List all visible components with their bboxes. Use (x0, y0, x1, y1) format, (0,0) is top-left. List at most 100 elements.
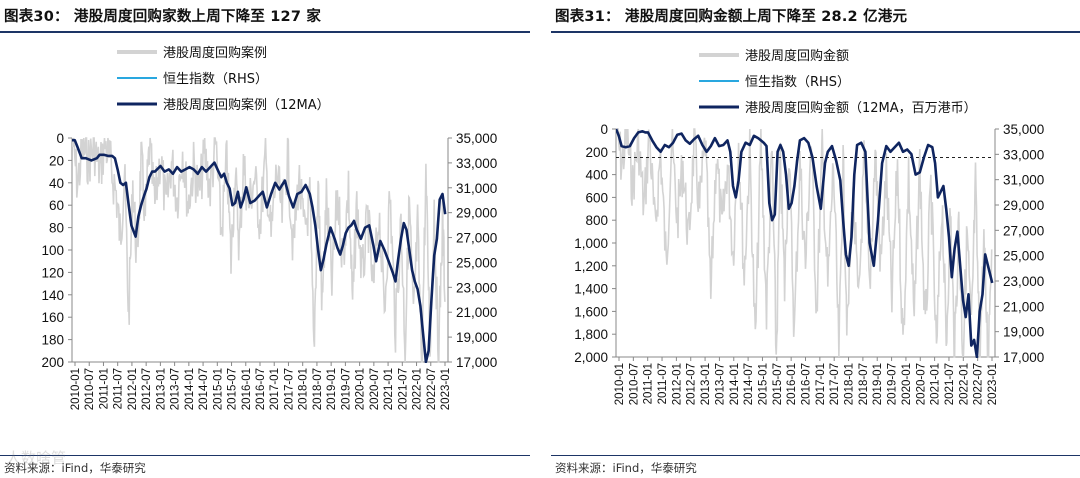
y-tick-label: 19,000 (456, 330, 497, 345)
x-tick-label: 2011-01 (643, 363, 655, 404)
title-rule (0, 31, 530, 33)
x-tick-label: 2018-07 (312, 368, 324, 410)
source-note: 资料来源：iFind，华泰研究 (4, 461, 146, 475)
source-rule (551, 455, 1080, 456)
weekly-series-line (72, 137, 446, 363)
y-tick-label: 33,000 (456, 156, 497, 171)
y-tick-label: 33,000 (1003, 147, 1044, 162)
y-tick-label: 20 (49, 153, 64, 168)
y-tick-label: 1,800 (574, 327, 608, 342)
watermark: 人数啥管 (6, 449, 67, 467)
x-tick-label: 2017-01 (269, 368, 281, 410)
x-tick-label: 2023-01 (987, 363, 999, 405)
x-tick-label: 2011-01 (98, 368, 110, 409)
x-tick-label: 2016-01 (786, 363, 798, 405)
x-tick-label: 2012-07 (141, 368, 153, 410)
x-tick-label: 2014-07 (743, 363, 755, 405)
y-tick-label: 100 (41, 243, 64, 258)
y-axis-left: 0 20 40 60 80 100 120 140 160 180 200 (41, 131, 72, 370)
x-tick-label: 2016-01 (241, 368, 253, 410)
x-tick-label: 2013-07 (170, 368, 182, 410)
legend-label: 港股周度回购案例 (163, 45, 267, 61)
y-tick-label: 23,000 (456, 280, 497, 295)
x-tick-label: 2022-07 (426, 368, 438, 410)
x-tick-label: 2022-07 (973, 363, 985, 405)
chart-title: 图表31： 港股周度回购金额上周下降至 28.2 亿港元 (555, 9, 908, 25)
x-tick-label: 2010-07 (628, 363, 640, 405)
x-tick-label: 2013-07 (714, 363, 726, 405)
title-rule (551, 31, 1080, 33)
y-tick-label: 35,000 (456, 131, 497, 146)
x-tick-label: 2012-01 (671, 363, 683, 405)
y-tick-label: 1,000 (574, 236, 608, 251)
x-tick-label: 2013-01 (155, 368, 167, 410)
x-tick-label: 2017-01 (815, 363, 827, 405)
y-tick-label: 80 (49, 221, 64, 236)
x-tick-label: 2021-07 (397, 368, 409, 410)
x-tick-label: 2012-07 (686, 363, 698, 405)
x-tick-label: 2016-07 (801, 363, 813, 405)
y-axis-right: 35,000 33,000 31,000 29,000 27,000 25,000 23,0… (448, 131, 497, 370)
y-tick-label: 35,000 (1003, 122, 1044, 137)
x-tick-label: 2013-01 (700, 363, 712, 405)
y-tick-label: 140 (41, 288, 64, 303)
y-tick-label: 0 (56, 131, 64, 146)
y-tick-label: 800 (585, 213, 608, 228)
x-tick-label: 2022-01 (412, 368, 424, 410)
x-tick-label: 2020-01 (355, 368, 367, 410)
legend-label: 港股周度回购金额 (745, 48, 849, 64)
y-tick-label: 1,400 (574, 282, 608, 297)
x-tick-label: 2019-01 (872, 363, 884, 405)
y-tick-label: 27,000 (1003, 223, 1044, 238)
source-rule (0, 455, 530, 456)
y-tick-label: 31,000 (456, 181, 497, 196)
x-axis: 2010-01 2010-07 2011-01 2011-07 2012-01 2012-… (614, 357, 999, 405)
y-tick-label: 23,000 (1003, 274, 1044, 289)
x-tick-label: 2019-07 (887, 363, 899, 405)
y-tick-label: 17,000 (456, 355, 497, 370)
y-tick-label: 120 (41, 265, 64, 280)
y-tick-label: 40 (49, 176, 64, 191)
y-tick-label: 160 (41, 310, 64, 325)
chart-panel-right: 图表31： 港股周度回购金额上周下降至 28.2 亿港元 港股周度回购金额 恒生指… (551, 0, 1080, 478)
y-tick-label: 25,000 (1003, 249, 1044, 264)
y-tick-label: 31,000 (1003, 173, 1044, 188)
x-tick-label: 2021-07 (944, 363, 956, 405)
x-tick-label: 2017-07 (283, 368, 295, 410)
legend-label: 港股周度回购案例（12MA） (163, 97, 330, 113)
x-tick-label: 2020-01 (901, 363, 913, 405)
x-tick-label: 2015-07 (227, 368, 239, 410)
x-tick-label: 2015-07 (772, 363, 784, 405)
x-tick-label: 2020-07 (915, 363, 927, 405)
x-tick-label: 2015-01 (212, 368, 224, 410)
legend-label: 港股周度回购金额（12MA，百万港币） (745, 100, 977, 116)
y-tick-label: 21,000 (456, 305, 497, 320)
x-tick-label: 2010-07 (84, 368, 96, 410)
x-tick-label: 2017-07 (829, 363, 841, 405)
y-tick-label: 1,200 (574, 259, 608, 274)
y-tick-label: 1,600 (574, 304, 608, 319)
source-note: 资料来源：iFind，华泰研究 (555, 461, 697, 475)
y-tick-label: 29,000 (1003, 198, 1044, 213)
y-tick-label: 27,000 (456, 231, 497, 246)
x-tick-label: 2022-01 (958, 363, 970, 405)
y-axis-right: 35,000 33,000 31,000 29,000 27,000 25,000 23,0… (995, 122, 1044, 365)
legend-label: 恒生指数（RHS） (163, 72, 268, 87)
y-tick-label: 29,000 (456, 206, 497, 221)
x-axis: 2010-01 2010-07 2011-01 2011-07 2012-01 2012-… (70, 362, 452, 410)
x-tick-label: 2014-01 (729, 363, 741, 405)
y-tick-label: 200 (585, 145, 608, 160)
y-tick-label: 19,000 (1003, 325, 1044, 340)
x-tick-label: 2010-01 (614, 363, 626, 405)
ma-series-line (616, 128, 994, 358)
chart-title: 图表30： 港股周度回购家数上周下降至 127 家 (4, 9, 322, 25)
x-tick-label: 2021-01 (930, 363, 942, 405)
legend-label: 恒生指数（RHS） (745, 75, 850, 90)
x-tick-label: 2020-07 (369, 368, 381, 410)
y-tick-label: 180 (41, 333, 64, 348)
x-tick-label: 2016-07 (255, 368, 267, 410)
y-tick-label: 200 (41, 355, 64, 370)
ma-series-line (72, 138, 447, 363)
x-tick-label: 2018-01 (844, 363, 856, 405)
